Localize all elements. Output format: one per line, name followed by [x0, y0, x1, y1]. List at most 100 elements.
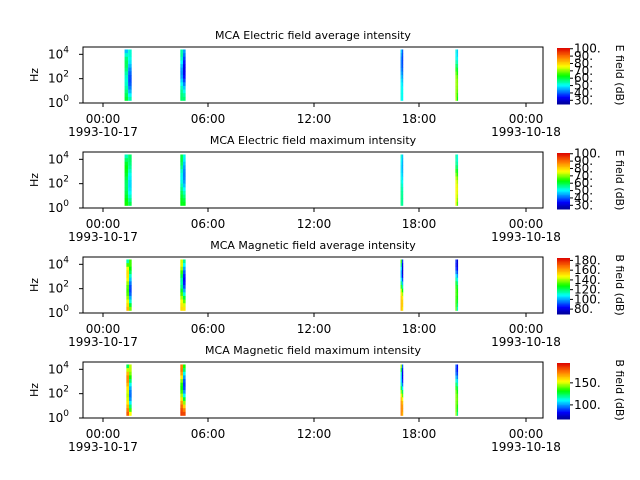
data-cell	[401, 161, 404, 166]
data-cell	[180, 194, 183, 199]
data-cell	[455, 201, 457, 206]
data-cell	[401, 93, 404, 98]
data-cell	[180, 96, 183, 101]
data-strip	[126, 259, 132, 311]
colorbar-segment	[557, 168, 570, 171]
data-cell	[456, 274, 459, 279]
data-strip	[455, 49, 459, 101]
colorbar-segment	[557, 267, 570, 270]
colorbar-segment	[557, 406, 570, 409]
data-cell	[455, 60, 457, 65]
colorbar-segment	[557, 274, 570, 277]
colorbar-segment	[557, 265, 570, 267]
data-cell	[455, 53, 457, 58]
y-tick-label: 102	[48, 385, 69, 401]
colorbar-segment	[557, 381, 570, 384]
data-cell	[180, 277, 183, 282]
data-cell	[456, 397, 459, 402]
panel-title: MCA Magnetic field average intensity	[210, 239, 416, 252]
colorbar-segment	[557, 90, 570, 92]
x-tick-date: 1993-10-17	[68, 125, 138, 139]
data-cell	[455, 75, 457, 79]
data-cell	[456, 154, 459, 159]
colorbar-segment	[557, 102, 570, 105]
colorbar-segment	[557, 391, 570, 393]
data-cell	[126, 266, 129, 271]
colorbar-segment	[557, 70, 570, 73]
data-cell	[180, 382, 183, 387]
data-cell	[401, 288, 404, 293]
data-cell	[124, 165, 129, 170]
x-tick-label: 06:00	[191, 322, 226, 336]
colorbar-segment	[557, 161, 570, 164]
data-cell	[182, 161, 186, 166]
data-cell	[128, 165, 132, 170]
data-cell	[400, 270, 402, 275]
colorbar-segment	[557, 384, 570, 386]
data-cell	[182, 190, 186, 195]
data-cell	[456, 49, 459, 54]
data-cell	[129, 397, 132, 402]
colorbar: 80.100.120.140.160.180. B field (dB)	[557, 253, 626, 316]
data-cell	[455, 371, 457, 376]
colorbar-segment	[557, 301, 570, 304]
data-cell	[455, 375, 457, 380]
x-tick-label: 06:00	[191, 112, 226, 126]
data-cell	[455, 386, 457, 391]
data-cell	[455, 281, 457, 286]
colorbar-segment	[557, 372, 570, 375]
data-cell	[180, 408, 183, 413]
data-cell	[456, 180, 459, 184]
data-cell	[400, 274, 402, 279]
data-cell	[129, 259, 132, 264]
data-cell	[128, 201, 132, 206]
colorbar-segment	[557, 60, 570, 63]
colorbar-segment	[557, 49, 570, 52]
x-tick-date: 1993-10-17	[68, 335, 138, 349]
colorbar-segment	[557, 169, 570, 172]
y-tick-label: 104	[48, 360, 69, 376]
data-cell	[128, 49, 132, 54]
colorbar-segment	[557, 403, 570, 406]
colorbar-tick-label: 80.	[574, 161, 593, 175]
data-cell	[124, 60, 129, 65]
colorbar-segment	[557, 280, 570, 283]
colorbar-segment	[557, 84, 570, 87]
data-cell	[401, 292, 404, 297]
data-strip	[180, 154, 186, 206]
data-cell	[456, 288, 459, 293]
colorbar-segment	[557, 193, 570, 196]
data-cell	[180, 266, 183, 271]
colorbar-segment	[557, 410, 570, 413]
colorbar-tick-label: 120.	[574, 283, 601, 297]
colorbar-segment	[557, 272, 570, 274]
data-cell	[180, 180, 183, 184]
data-cell	[124, 64, 129, 69]
data-cell	[456, 382, 459, 387]
x-tick-label: 18:00	[402, 112, 437, 126]
colorbar-tick-label: 140.	[574, 273, 601, 287]
data-cell	[401, 306, 404, 311]
colorbar-segment	[557, 186, 570, 189]
data-cell	[455, 78, 457, 83]
data-cell	[401, 364, 404, 369]
y-tick-label: 100	[48, 199, 69, 215]
data-cell	[124, 158, 129, 163]
data-cell	[180, 71, 183, 76]
colorbar-segment	[557, 400, 570, 403]
data-cell	[129, 400, 132, 405]
colorbar-segment	[557, 88, 570, 91]
data-cell	[182, 60, 186, 65]
colorbar-segment	[557, 167, 570, 169]
data-cell	[400, 404, 402, 409]
data-cell	[400, 190, 402, 195]
colorbar-segment	[557, 382, 570, 385]
data-cell	[455, 82, 457, 87]
data-cell	[124, 82, 129, 87]
data-cell	[401, 400, 404, 405]
data-cell	[401, 266, 404, 271]
colorbar-segment	[557, 375, 570, 378]
data-cell	[129, 277, 132, 282]
colorbar-segment	[557, 153, 570, 155]
